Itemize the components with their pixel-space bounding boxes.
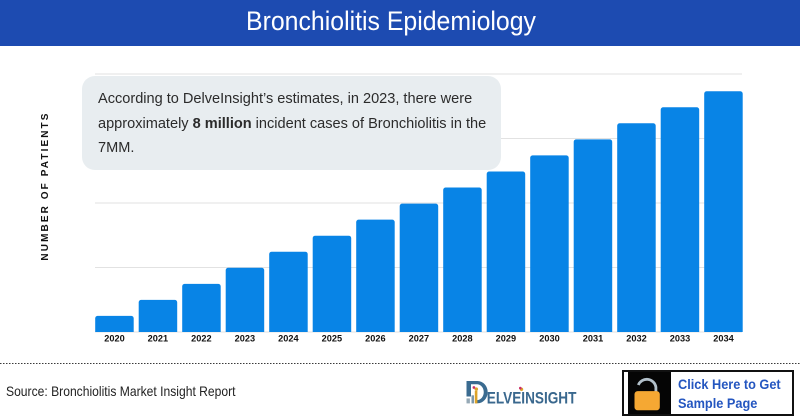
svg-text:2027: 2027	[409, 334, 429, 344]
svg-text:2031: 2031	[583, 334, 603, 344]
svg-text:2025: 2025	[322, 334, 342, 344]
svg-text:2023: 2023	[235, 334, 255, 344]
svg-text:2032: 2032	[626, 334, 646, 344]
svg-text:2034: 2034	[713, 334, 734, 344]
svg-text:2029: 2029	[496, 334, 516, 344]
svg-text:2028: 2028	[452, 334, 472, 344]
svg-text:2020: 2020	[104, 334, 124, 344]
svg-text:2021: 2021	[148, 334, 168, 344]
svg-text:2024: 2024	[278, 334, 299, 344]
svg-text:2033: 2033	[670, 334, 690, 344]
svg-text:2030: 2030	[539, 334, 559, 344]
svg-text:2022: 2022	[191, 334, 211, 344]
svg-text:ELVEINSIGHT: ELVEINSIGHT	[487, 389, 577, 408]
svg-text:2026: 2026	[365, 334, 385, 344]
